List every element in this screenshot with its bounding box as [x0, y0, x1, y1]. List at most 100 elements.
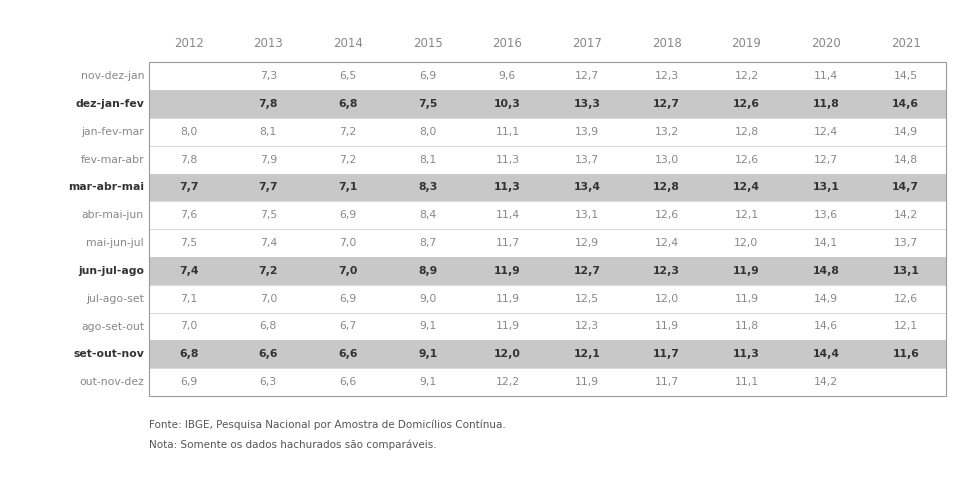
Text: mai-jun-jul: mai-jun-jul [86, 238, 144, 248]
Text: 7,7: 7,7 [258, 182, 278, 192]
Text: abr-mai-jun: abr-mai-jun [82, 210, 144, 220]
Text: 6,9: 6,9 [340, 210, 356, 220]
Text: 12,6: 12,6 [732, 99, 760, 109]
Text: 12,0: 12,0 [734, 238, 758, 248]
Text: 12,8: 12,8 [734, 127, 758, 137]
Text: 12,3: 12,3 [655, 72, 679, 81]
Text: 12,0: 12,0 [655, 294, 679, 304]
Text: 6,3: 6,3 [260, 377, 276, 387]
Bar [149, 62, 946, 90]
Text: 12,7: 12,7 [573, 266, 601, 276]
Text: 11,7: 11,7 [495, 238, 519, 248]
Text: nov-dez-jan: nov-dez-jan [81, 72, 144, 81]
Text: 6,9: 6,9 [180, 377, 197, 387]
Text: 8,0: 8,0 [180, 127, 198, 137]
Text: 12,2: 12,2 [734, 72, 758, 81]
Text: jan-fev-mar: jan-fev-mar [82, 127, 144, 137]
Text: 2020: 2020 [811, 37, 841, 50]
Text: Nota: Somente os dados hachurados são comparáveis.: Nota: Somente os dados hachurados são co… [149, 439, 437, 450]
Text: 13,6: 13,6 [814, 210, 838, 220]
Text: 12,7: 12,7 [653, 99, 681, 109]
Text: 12,7: 12,7 [575, 72, 599, 81]
Text: 12,7: 12,7 [814, 155, 838, 165]
Text: 10,3: 10,3 [494, 99, 520, 109]
Text: 12,3: 12,3 [653, 266, 681, 276]
Text: 13,9: 13,9 [575, 127, 599, 137]
Text: dez-jan-fev: dez-jan-fev [75, 99, 144, 109]
Text: fev-mar-abr: fev-mar-abr [81, 155, 144, 165]
Text: 11,3: 11,3 [733, 349, 759, 360]
Text: 7,1: 7,1 [338, 182, 358, 192]
Text: 11,8: 11,8 [734, 322, 758, 332]
Text: 14,6: 14,6 [814, 322, 838, 332]
Bar [149, 312, 946, 340]
Bar [149, 285, 946, 312]
Text: 2021: 2021 [891, 37, 921, 50]
Text: 13,3: 13,3 [573, 99, 601, 109]
Bar [149, 62, 946, 396]
Text: set-out-nov: set-out-nov [73, 349, 144, 360]
Text: Fonte: IBGE, Pesquisa Nacional por Amostra de Domicílios Contínua.: Fonte: IBGE, Pesquisa Nacional por Amost… [149, 420, 506, 431]
Text: 7,3: 7,3 [260, 72, 276, 81]
Text: 12,4: 12,4 [732, 182, 760, 192]
Text: 7,8: 7,8 [258, 99, 278, 109]
Text: 14,2: 14,2 [814, 377, 838, 387]
Text: 6,8: 6,8 [260, 322, 276, 332]
Text: 7,6: 7,6 [180, 210, 197, 220]
Text: 12,5: 12,5 [575, 294, 599, 304]
Text: 6,5: 6,5 [340, 72, 356, 81]
Bar [149, 229, 946, 257]
Text: 7,2: 7,2 [340, 127, 356, 137]
Text: 7,0: 7,0 [180, 322, 198, 332]
Text: 2015: 2015 [413, 37, 443, 50]
Bar [149, 257, 946, 285]
Text: 2013: 2013 [253, 37, 283, 50]
Text: 13,1: 13,1 [575, 210, 599, 220]
Text: 6,6: 6,6 [258, 349, 278, 360]
Text: 12,1: 12,1 [734, 210, 758, 220]
Text: 7,2: 7,2 [258, 266, 278, 276]
Text: 11,7: 11,7 [655, 377, 679, 387]
Text: 11,9: 11,9 [733, 266, 759, 276]
Text: 6,8: 6,8 [338, 99, 358, 109]
Text: 8,4: 8,4 [420, 210, 436, 220]
Text: 14,9: 14,9 [894, 127, 918, 137]
Text: 8,1: 8,1 [420, 155, 436, 165]
Text: 2012: 2012 [174, 37, 204, 50]
Bar [149, 202, 946, 229]
Text: jul-ago-set: jul-ago-set [86, 294, 144, 304]
Bar [149, 118, 946, 146]
Text: 12,8: 12,8 [654, 182, 680, 192]
Text: 11,8: 11,8 [813, 99, 839, 109]
Text: 8,7: 8,7 [420, 238, 436, 248]
Text: 12,4: 12,4 [814, 127, 838, 137]
Text: 7,0: 7,0 [259, 294, 277, 304]
Text: 11,4: 11,4 [495, 210, 519, 220]
Text: 6,7: 6,7 [340, 322, 356, 332]
Text: 14,8: 14,8 [894, 155, 918, 165]
Text: 12,0: 12,0 [494, 349, 520, 360]
Text: 11,6: 11,6 [893, 349, 919, 360]
Bar [149, 90, 946, 118]
Text: 12,1: 12,1 [894, 322, 918, 332]
Text: 14,7: 14,7 [892, 182, 920, 192]
Text: 11,9: 11,9 [494, 266, 520, 276]
Text: 12,1: 12,1 [574, 349, 600, 360]
Text: 13,1: 13,1 [813, 182, 839, 192]
Text: 12,6: 12,6 [655, 210, 679, 220]
Text: 9,0: 9,0 [419, 294, 437, 304]
Text: 8,0: 8,0 [419, 127, 437, 137]
Text: 8,9: 8,9 [418, 266, 438, 276]
Text: 11,9: 11,9 [734, 294, 758, 304]
Text: 7,0: 7,0 [339, 238, 357, 248]
Text: 7,9: 7,9 [260, 155, 276, 165]
Text: 2014: 2014 [333, 37, 363, 50]
Text: 9,1: 9,1 [418, 349, 438, 360]
Text: 11,9: 11,9 [575, 377, 599, 387]
Text: mar-abr-mai: mar-abr-mai [68, 182, 144, 192]
Text: 7,5: 7,5 [418, 99, 438, 109]
Text: 13,1: 13,1 [893, 266, 919, 276]
Text: 7,1: 7,1 [180, 294, 197, 304]
Text: 6,6: 6,6 [340, 377, 356, 387]
Text: 12,2: 12,2 [495, 377, 519, 387]
